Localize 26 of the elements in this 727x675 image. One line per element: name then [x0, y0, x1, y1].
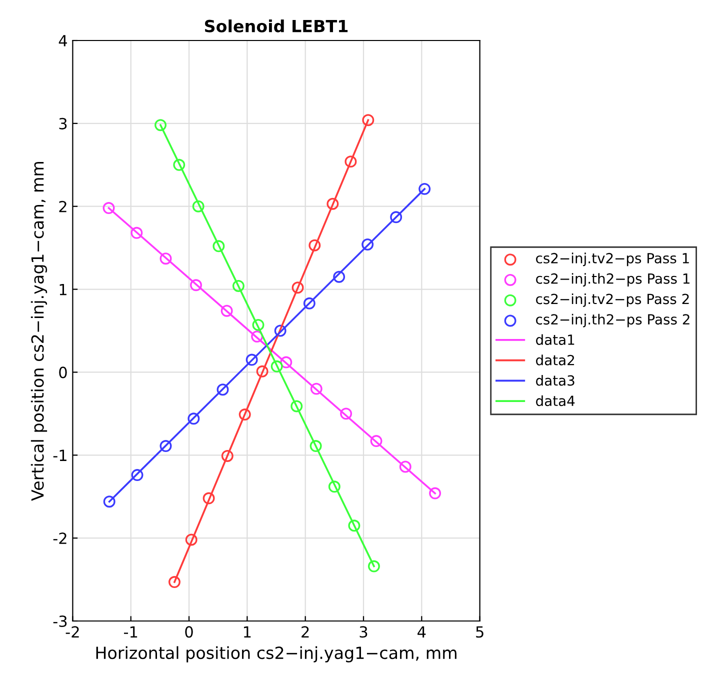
- legend-label: cs2−inj.th2−ps Pass 2: [536, 314, 690, 328]
- y-tick-label: 3: [59, 118, 67, 130]
- x-tick-label: 5: [476, 626, 484, 638]
- y-tick-label: 1: [60, 284, 66, 296]
- x-tick-label: 2: [302, 626, 309, 638]
- y-tick-label: 4: [58, 35, 67, 46]
- x-tick-label: 3: [360, 626, 368, 638]
- legend-label: cs2−inj.tv2−ps Pass 1: [536, 252, 689, 266]
- x-axis-title: Horizontal position cs2−inj.yag1−cam, mm: [96, 646, 456, 662]
- y-tick-label: 2: [59, 200, 66, 212]
- x-tick-label: -1: [124, 626, 138, 638]
- legend-label: cs2−inj.tv2−ps Pass 2: [536, 293, 689, 307]
- legend-label: cs2−inj.th2−ps Pass 1: [536, 273, 690, 287]
- y-tick-label: -2: [53, 532, 66, 544]
- y-tick-label: -1: [53, 450, 66, 461]
- chart-title: Solenoid LEBT1: [205, 20, 348, 32]
- y-tick-label: 0: [59, 366, 67, 378]
- x-tick-label: 1: [244, 626, 251, 638]
- y-axis-title: Vertical position cs2−inj.yag1−cam, mm: [30, 162, 48, 501]
- legend-label: data4: [536, 395, 575, 406]
- x-tick-label: 0: [185, 626, 193, 638]
- legend-label: data2: [536, 354, 574, 366]
- legend-label: data3: [536, 374, 574, 386]
- x-tick-label: 4: [418, 626, 426, 638]
- y-tick-label: -3: [53, 615, 67, 628]
- legend-label: data1: [536, 334, 574, 345]
